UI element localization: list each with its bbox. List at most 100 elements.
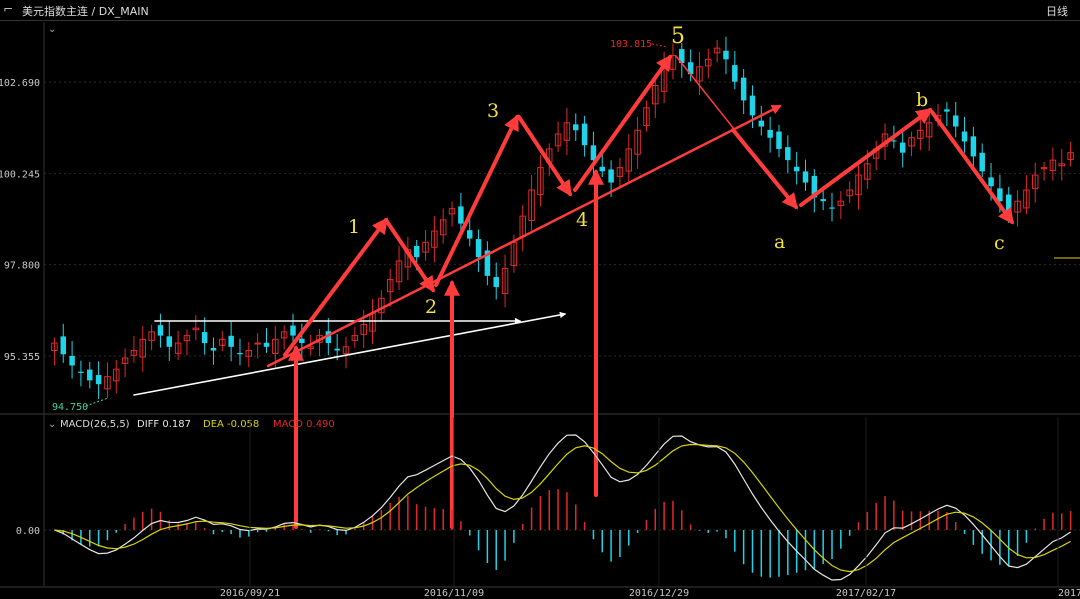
candle-body (723, 50, 729, 60)
candle-body (696, 66, 703, 82)
candle-body (1058, 163, 1065, 167)
wave-arrow-3 (434, 114, 519, 287)
candle-body (837, 200, 845, 206)
candle-body (908, 137, 915, 147)
macd-zero-label: 0.00 (16, 526, 40, 537)
wave-label: a (774, 231, 785, 253)
wave-label: 1 (348, 216, 360, 238)
low-leader (85, 397, 109, 407)
macd-legend-item: MACD(26,5,5) (60, 419, 130, 430)
candle-body (740, 77, 747, 101)
candle-body (608, 169, 614, 183)
candle-body (254, 342, 261, 345)
candle-body (1031, 174, 1039, 190)
candle-body (458, 206, 464, 224)
candle-body (634, 129, 641, 155)
candle-body (484, 250, 491, 276)
candle-body (643, 107, 650, 126)
candle-body (192, 327, 200, 331)
candle-body (210, 347, 217, 351)
candle-body (87, 369, 93, 381)
wave-label: 5 (671, 24, 685, 49)
candle-body (732, 65, 738, 82)
chart-title: 美元指数主连 / DX_MAIN (22, 5, 149, 18)
candle-body (95, 375, 102, 385)
candle-body (113, 368, 120, 382)
macd-legend-item: MACD 0.490 (273, 419, 335, 430)
trend-arrow-white (133, 311, 567, 396)
candle-body (599, 166, 606, 172)
dea-line (54, 443, 1071, 573)
candle-body (891, 140, 897, 142)
candle-body (846, 189, 853, 197)
candle-body (183, 335, 191, 342)
candle-body (581, 123, 588, 146)
period-selector[interactable]: 日线 (1046, 5, 1068, 18)
candle-body (537, 167, 544, 196)
wave-label: 3 (487, 100, 499, 122)
candle-body (60, 336, 66, 355)
collapse-icon: ⌄ (48, 24, 56, 35)
diff-line (54, 434, 1071, 581)
candle-body (121, 357, 129, 364)
candle-body (342, 346, 350, 354)
candle-body (78, 371, 84, 373)
candle-body (687, 62, 694, 75)
candle-body (1067, 152, 1074, 160)
candle-body (237, 352, 243, 355)
candle-body (475, 239, 482, 258)
candle-body (864, 163, 871, 180)
candle-body (1023, 189, 1030, 209)
candle-body (679, 49, 685, 64)
candle-body (395, 260, 403, 283)
candle-body (378, 297, 385, 314)
candle-body (829, 207, 835, 209)
candle-body (528, 189, 535, 221)
wave-label: b (916, 89, 928, 111)
y-tick-label: 100.245 (0, 169, 40, 180)
candle-body (290, 325, 296, 336)
wave-arrow-b (799, 108, 933, 207)
candle-body (431, 230, 438, 248)
candle-body (705, 58, 712, 67)
wave-arrow-a (731, 128, 799, 210)
back-icon[interactable]: ⌐ (3, 2, 14, 16)
candle-body (166, 336, 173, 347)
candle-body (307, 346, 314, 350)
x-tick-label: 2016/12/29 (629, 588, 689, 599)
candle-body (616, 167, 624, 177)
candle-body (997, 188, 1003, 202)
candle-body (767, 129, 773, 138)
y-tick-label: 97.800 (4, 261, 40, 272)
candle-body (334, 348, 340, 351)
candle-body (652, 84, 659, 105)
candle-body (157, 325, 164, 336)
high-leader (651, 43, 669, 48)
candle-body (325, 331, 332, 344)
x-tick-label: 2016/11/09 (424, 588, 484, 599)
candle-body (554, 133, 562, 147)
candle-body (776, 131, 782, 149)
candle-body (272, 338, 279, 354)
candle-body (201, 332, 208, 344)
candle-body (855, 174, 862, 196)
macd-collapse-icon: ⌄ (48, 419, 56, 430)
wave-label: 2 (425, 296, 437, 318)
x-tick-label: 2016/09/21 (220, 588, 280, 599)
candle-body (811, 175, 818, 198)
candle-body (952, 115, 959, 127)
candle-body (299, 338, 305, 344)
chart-header: ⌐ 美元指数主连 / DX_MAIN 日线 (0, 0, 1080, 21)
candle-body (1049, 159, 1057, 172)
candle-body (174, 342, 182, 354)
candle-body (386, 279, 394, 293)
wave-label: c (994, 232, 1005, 254)
candle-body (573, 124, 579, 131)
candle-body (917, 129, 924, 139)
candle-body (899, 142, 906, 153)
wave-arrow-4 (517, 115, 572, 197)
trend-arrow-red (266, 104, 782, 368)
candle-body (413, 246, 420, 258)
wave-arrow-2 (384, 218, 435, 293)
